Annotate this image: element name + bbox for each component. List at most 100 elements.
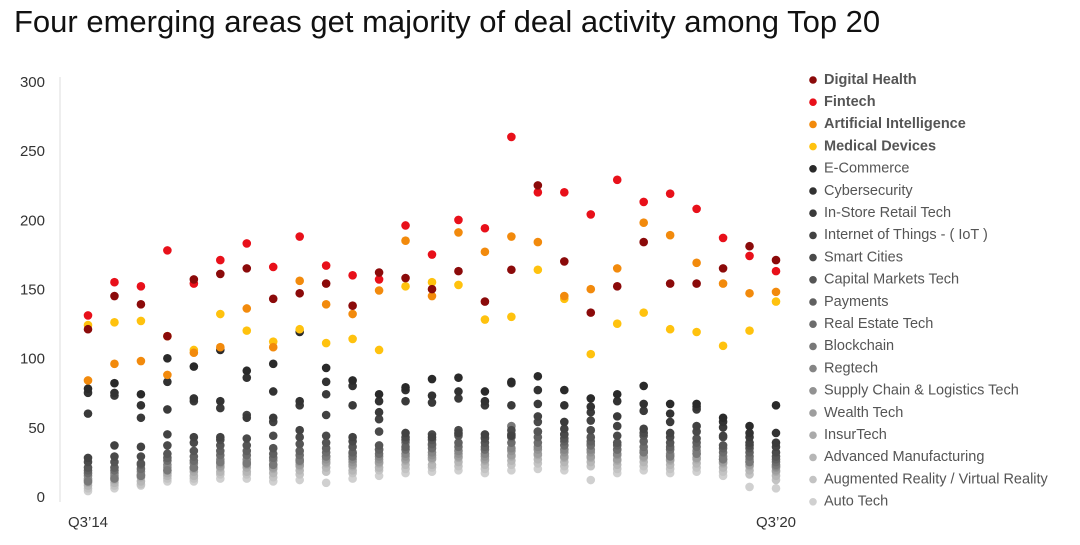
dot xyxy=(560,187,569,197)
dot xyxy=(507,232,516,241)
dot xyxy=(136,413,146,423)
dot xyxy=(348,334,357,344)
dot xyxy=(163,405,172,414)
dot xyxy=(454,266,463,276)
dot xyxy=(533,399,543,409)
dot xyxy=(480,430,490,439)
dot xyxy=(163,430,172,439)
dot xyxy=(612,438,622,447)
y-tick-label: 0 xyxy=(37,489,45,506)
dot xyxy=(242,434,252,443)
dot xyxy=(374,414,384,424)
dot xyxy=(374,427,384,436)
dot xyxy=(533,181,543,190)
dot xyxy=(321,410,331,420)
dot xyxy=(665,324,675,334)
dot xyxy=(295,439,304,449)
legend-marker xyxy=(809,209,817,217)
dot xyxy=(586,475,596,485)
dot xyxy=(374,396,384,406)
dot xyxy=(639,237,648,247)
legend-label: Artificial Intelligence xyxy=(824,116,966,132)
dot xyxy=(454,228,463,237)
dot xyxy=(268,443,278,453)
dot xyxy=(560,401,569,410)
dot xyxy=(771,484,781,493)
dot xyxy=(533,371,543,381)
dot xyxy=(216,396,225,406)
dot xyxy=(163,449,172,459)
dot xyxy=(83,324,93,334)
dot xyxy=(216,269,225,279)
dot xyxy=(110,277,119,287)
dot xyxy=(533,187,543,197)
dot xyxy=(110,452,119,461)
dot xyxy=(586,308,596,317)
dot xyxy=(427,284,437,294)
dot xyxy=(718,233,728,243)
dot xyxy=(374,407,384,417)
legend-marker xyxy=(809,453,817,462)
dot xyxy=(83,453,93,463)
dot xyxy=(216,255,225,265)
dot xyxy=(533,427,543,436)
dot xyxy=(189,463,199,472)
dot xyxy=(718,279,728,288)
dot xyxy=(216,432,225,442)
legend-marker xyxy=(809,276,817,284)
dot xyxy=(612,396,622,406)
dot xyxy=(83,376,93,385)
dot xyxy=(533,385,543,395)
dot xyxy=(321,363,331,373)
legend-marker xyxy=(809,298,817,306)
dot xyxy=(163,353,172,363)
legend-marker xyxy=(809,320,817,329)
dot xyxy=(771,401,781,410)
dot xyxy=(348,432,357,442)
x-tick-label: Q3’14 xyxy=(68,514,108,531)
dot xyxy=(665,452,675,461)
legend-marker xyxy=(809,409,817,417)
dot xyxy=(454,438,463,447)
dot xyxy=(427,374,437,384)
dot xyxy=(348,401,357,410)
dot xyxy=(348,309,357,319)
dot xyxy=(586,394,596,403)
dot xyxy=(401,221,410,230)
legend-label: Smart Cities xyxy=(824,249,903,265)
dot xyxy=(745,241,754,251)
dot xyxy=(110,318,119,327)
dot xyxy=(110,388,119,398)
dot xyxy=(242,366,252,376)
dot xyxy=(163,377,172,387)
dot xyxy=(268,413,278,423)
dot xyxy=(507,401,516,410)
dot xyxy=(454,373,463,382)
dot xyxy=(163,370,172,380)
dot xyxy=(242,441,252,450)
dot xyxy=(321,338,331,348)
legend-marker xyxy=(809,165,817,173)
dot xyxy=(454,387,463,396)
dot xyxy=(189,275,199,284)
dot xyxy=(692,434,701,443)
legend-label: Payments xyxy=(824,294,888,310)
legend-label: Regtech xyxy=(824,360,878,376)
legend-marker xyxy=(809,498,817,506)
dot xyxy=(771,428,781,438)
dot xyxy=(163,246,172,255)
dot xyxy=(163,466,172,475)
dot xyxy=(268,460,278,470)
dot xyxy=(321,300,331,309)
dot xyxy=(665,230,675,240)
legend-label: E-Commerce xyxy=(824,161,909,177)
legend-label: Digital Health xyxy=(824,72,917,88)
dot xyxy=(427,277,437,287)
dot xyxy=(665,428,675,438)
dot xyxy=(745,482,754,492)
dot xyxy=(612,264,622,273)
dot xyxy=(189,446,199,456)
legend-label: Fintech xyxy=(824,94,876,110)
legend-label: Supply Chain & Logistics Tech xyxy=(824,383,1019,399)
